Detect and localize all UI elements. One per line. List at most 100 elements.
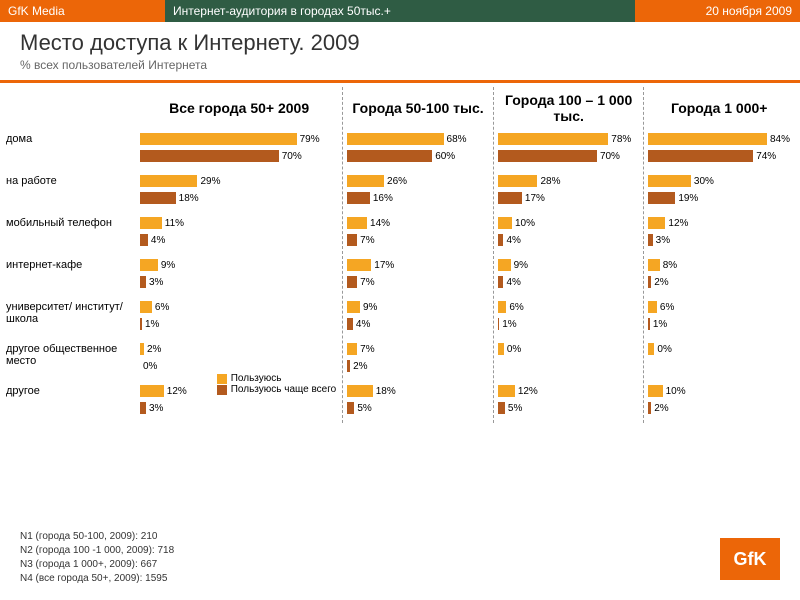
bar-value-use: 6% bbox=[509, 302, 523, 313]
page-title: Место доступа к Интернету. 2009 bbox=[20, 30, 780, 56]
bar-row: 6%1% bbox=[498, 297, 640, 339]
bar-value-most: 2% bbox=[353, 361, 367, 372]
bar-value-most: 18% bbox=[179, 193, 199, 204]
bar-use bbox=[498, 301, 506, 313]
footnote-line: N1 (города 50-100, 2009): 210 bbox=[20, 530, 174, 544]
bar-most bbox=[347, 234, 357, 246]
legend-most-label: Пользуюсь чаще всего bbox=[231, 384, 337, 395]
bar-row: 84% 74% bbox=[648, 129, 790, 171]
panel-title: Города 50-100 тыс. bbox=[347, 87, 489, 129]
bar-use bbox=[648, 301, 656, 313]
bar-row: 79% 70% bbox=[140, 129, 338, 171]
bar-row: 6% 1% bbox=[648, 297, 790, 339]
bar-value-use: 26% bbox=[387, 176, 407, 187]
legend: ПользуюсьПользуюсь чаще всего bbox=[217, 373, 337, 395]
panel: Города 100 – 1 000 тыс.78%70%28%17%10%4%… bbox=[493, 87, 644, 423]
bar-most bbox=[648, 234, 652, 246]
bar-value-most: 2% bbox=[654, 403, 668, 414]
bar-most bbox=[140, 402, 146, 414]
panel-title: Города 1 000+ bbox=[648, 87, 790, 129]
bar-value-use: 10% bbox=[666, 386, 686, 397]
bar-value-use: 84% bbox=[770, 134, 790, 145]
bar-use bbox=[140, 343, 144, 355]
panel: Все города 50+ 2009 79% 70% 29%18%11%4%9%3%… bbox=[136, 87, 342, 423]
bar-use bbox=[498, 343, 504, 355]
bar-value-most: 74% bbox=[756, 151, 776, 162]
bar-most bbox=[648, 318, 649, 330]
bar-most bbox=[648, 402, 651, 414]
bar-row: 7% 2% bbox=[347, 339, 489, 381]
bar-most bbox=[498, 234, 504, 246]
bar-value-use: 9% bbox=[363, 302, 377, 313]
bar-most bbox=[347, 192, 370, 204]
bar-value-most: 70% bbox=[282, 151, 302, 162]
bar-value-most: 4% bbox=[356, 319, 370, 330]
bar-row: 8%2% bbox=[648, 255, 790, 297]
bar-use bbox=[498, 259, 511, 271]
bar-value-use: 10% bbox=[515, 218, 535, 229]
footnote-line: N2 (города 100 -1 000, 2009): 718 bbox=[20, 544, 174, 558]
bar-value-most: 3% bbox=[656, 235, 670, 246]
bar-value-most: 3% bbox=[149, 277, 163, 288]
bar-value-use: 7% bbox=[360, 344, 374, 355]
bar-value-use: 11% bbox=[165, 218, 184, 229]
row-label: мобильный телефон bbox=[6, 213, 136, 255]
bar-value-most: 1% bbox=[653, 319, 667, 330]
chart-area: домана работемобильный телефонинтернет-к… bbox=[0, 83, 800, 423]
footnote-line: N4 (все города 50+, 2009): 1595 bbox=[20, 572, 174, 586]
footnotes: N1 (города 50-100, 2009): 210N2 (города … bbox=[20, 530, 174, 586]
bar-most bbox=[347, 402, 354, 414]
bar-most bbox=[140, 192, 176, 204]
bar-most bbox=[648, 276, 651, 288]
bar-use bbox=[140, 385, 164, 397]
bar-value-use: 6% bbox=[660, 302, 674, 313]
panel: Города 1 000+84%74%30%19%12%3%8%2%6%1%0%… bbox=[643, 87, 794, 423]
bar-use bbox=[347, 385, 372, 397]
bar-use bbox=[498, 385, 515, 397]
bar-value-most: 60% bbox=[435, 151, 455, 162]
bar-row: 9%3% bbox=[140, 255, 338, 297]
panel-title: Все города 50+ 2009 bbox=[140, 87, 338, 129]
bar-value-most: 7% bbox=[360, 277, 374, 288]
bar-row: 0% bbox=[648, 339, 790, 381]
row-label: дома bbox=[6, 129, 136, 171]
bar-most bbox=[140, 150, 279, 162]
bar-value-most: 5% bbox=[357, 403, 371, 414]
bar-value-use: 68% bbox=[447, 134, 467, 145]
bar-value-most: 4% bbox=[506, 277, 520, 288]
row-label: университет/ институт/ школа bbox=[6, 297, 136, 339]
bar-value-use: 18% bbox=[376, 386, 396, 397]
page-subtitle: % всех пользователей Интернета bbox=[20, 58, 780, 72]
bar-value-most: 5% bbox=[508, 403, 522, 414]
bar-most bbox=[648, 150, 753, 162]
row-label: другое общественное место bbox=[6, 339, 136, 381]
bar-row: 30%19% bbox=[648, 171, 790, 213]
bar-value-use: 6% bbox=[155, 302, 169, 313]
bar-most bbox=[648, 192, 675, 204]
bar-row: 9% 4% bbox=[498, 255, 640, 297]
panels: Все города 50+ 200979%70%29%18%11%4%9%3%… bbox=[136, 87, 794, 423]
bar-use bbox=[140, 175, 197, 187]
bar-most bbox=[140, 234, 148, 246]
bar-use bbox=[140, 133, 297, 145]
bar-use bbox=[498, 217, 512, 229]
top-bar: GfK Media Интернет-аудитория в городах 5… bbox=[0, 0, 800, 22]
bar-row: 11%4% bbox=[140, 213, 338, 255]
bar-row: 29%18% bbox=[140, 171, 338, 213]
bar-use bbox=[347, 301, 360, 313]
bar-most bbox=[347, 276, 357, 288]
bar-most bbox=[498, 192, 522, 204]
bar-value-use: 9% bbox=[514, 260, 528, 271]
bar-row: 18% 5% bbox=[347, 381, 489, 423]
bar-value-use: 28% bbox=[540, 176, 560, 187]
bar-most bbox=[347, 150, 432, 162]
bar-row: 68% 60% bbox=[347, 129, 489, 171]
bar-value-use: 14% bbox=[370, 218, 390, 229]
bar-use bbox=[648, 133, 767, 145]
bar-row: 26%16% bbox=[347, 171, 489, 213]
bar-value-use: 12% bbox=[518, 386, 538, 397]
bar-use bbox=[498, 175, 538, 187]
bar-value-most: 17% bbox=[525, 193, 545, 204]
bar-value: 0% bbox=[657, 344, 671, 355]
bar-value-use: 79% bbox=[300, 134, 320, 145]
